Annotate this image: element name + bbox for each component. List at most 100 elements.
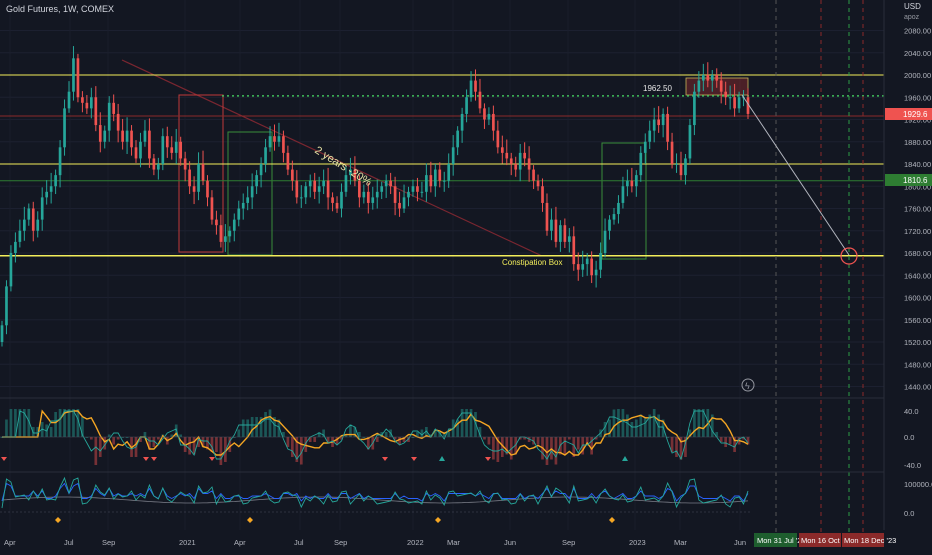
vol-green-line bbox=[1, 476, 749, 509]
osc-histogram-bar bbox=[210, 437, 214, 452]
candle-body bbox=[469, 80, 473, 98]
sell-signal-marker bbox=[1, 457, 7, 461]
price-tick-label: 1760.00 bbox=[904, 205, 931, 214]
price-tick-label: 1440.00 bbox=[904, 383, 931, 392]
osc-histogram-bar bbox=[157, 437, 160, 440]
osc-histogram-bar bbox=[90, 437, 93, 440]
osc-histogram-bar bbox=[232, 437, 236, 438]
candle-body bbox=[358, 180, 361, 198]
osc-histogram-bar bbox=[94, 437, 98, 465]
sell-signal-marker bbox=[485, 457, 491, 461]
candle-body bbox=[215, 219, 218, 226]
osc-histogram-bar bbox=[268, 409, 272, 437]
osc-histogram-bar bbox=[206, 437, 209, 450]
candle-body bbox=[603, 230, 607, 253]
candle-body bbox=[116, 113, 120, 131]
level-price-label: 1810.6 bbox=[903, 176, 928, 185]
candle-body bbox=[733, 97, 736, 109]
osc-histogram-bar bbox=[684, 437, 687, 457]
candle-body bbox=[492, 113, 495, 131]
candle-body bbox=[349, 169, 352, 176]
price-axis-sub: apoz bbox=[904, 14, 920, 21]
drawings-front bbox=[741, 94, 858, 265]
candle-body bbox=[322, 180, 325, 187]
osc-histogram-bar bbox=[63, 409, 66, 437]
candle-body bbox=[697, 80, 701, 92]
osc-histogram-bar bbox=[585, 437, 589, 445]
vol-diamond-marker bbox=[55, 517, 61, 523]
osc-histogram-bar bbox=[693, 409, 696, 437]
osc-histogram-bar bbox=[483, 437, 486, 440]
candle-body bbox=[353, 169, 357, 181]
osc-histogram-bar bbox=[652, 409, 656, 437]
candle-body bbox=[197, 164, 200, 192]
candle-body bbox=[483, 108, 486, 120]
osc-signal-line bbox=[2, 409, 749, 456]
candle-body bbox=[277, 136, 281, 142]
candle-body bbox=[617, 202, 620, 215]
osc-histogram-bar bbox=[487, 437, 491, 445]
candle-body bbox=[500, 147, 504, 153]
candle-body bbox=[545, 202, 549, 231]
candle-body bbox=[550, 219, 553, 231]
date-badge-2 bbox=[799, 533, 841, 547]
price-tick-label: 1880.00 bbox=[904, 138, 931, 147]
time-tick-label: 2021 bbox=[179, 538, 196, 547]
candle-body bbox=[648, 130, 652, 142]
candle-body bbox=[246, 197, 250, 203]
osc-histogram-bar bbox=[277, 419, 281, 437]
candle-body bbox=[701, 75, 705, 81]
candle-body bbox=[634, 175, 638, 187]
candle-body bbox=[460, 113, 464, 131]
osc-histogram-bar bbox=[697, 409, 701, 437]
osc-histogram-bar bbox=[518, 437, 522, 440]
candle-body bbox=[304, 186, 308, 198]
date-badge-2-label: Mon 16 Oct '23 bbox=[801, 536, 852, 545]
osc-histogram-bar bbox=[527, 437, 531, 442]
candle-body bbox=[527, 158, 531, 170]
candle-body bbox=[174, 141, 178, 153]
osc-histogram-bar bbox=[358, 432, 361, 437]
sell-signal-marker bbox=[411, 457, 417, 461]
time-tick-label: Jul bbox=[64, 538, 74, 547]
candle-body bbox=[670, 141, 674, 164]
candle-body bbox=[567, 236, 571, 242]
osc-histogram-bar bbox=[634, 419, 638, 437]
candle-body bbox=[585, 258, 589, 265]
target-circle bbox=[840, 247, 858, 265]
candle-body bbox=[666, 113, 669, 142]
candle-body bbox=[621, 186, 625, 203]
osc-histogram-bar bbox=[425, 427, 428, 437]
lightning-icon[interactable] bbox=[741, 378, 755, 392]
candle-body bbox=[206, 180, 209, 198]
candle-body bbox=[366, 191, 370, 203]
candle-body bbox=[389, 180, 392, 187]
osc-histogram-bar bbox=[22, 409, 26, 437]
candle-body bbox=[438, 169, 442, 181]
date-badge-3-label: Mon 18 Dec '23 bbox=[844, 536, 896, 545]
osc-histogram-bar bbox=[259, 417, 263, 437]
candle-body bbox=[661, 113, 665, 126]
osc-histogram-bar bbox=[174, 424, 178, 437]
candle-body bbox=[134, 147, 138, 159]
candle-body bbox=[420, 191, 424, 193]
candle-body bbox=[255, 175, 258, 187]
sell-signal-marker bbox=[143, 457, 149, 461]
osc-histogram-bar bbox=[411, 437, 415, 438]
red-box-left bbox=[178, 94, 224, 253]
candle-body bbox=[478, 91, 482, 109]
osc-histogram-bar bbox=[688, 429, 692, 437]
osc-histogram-bar bbox=[14, 409, 17, 437]
price-tick-label: 1640.00 bbox=[904, 271, 931, 280]
candle-body bbox=[411, 186, 415, 192]
time-tick-label: Apr bbox=[234, 538, 246, 547]
candle-body bbox=[201, 164, 205, 181]
price-tick-label: 1960.00 bbox=[904, 93, 931, 102]
candle-body bbox=[148, 130, 151, 159]
candle-body bbox=[130, 130, 133, 148]
candle-body bbox=[451, 147, 455, 164]
candle-body bbox=[532, 169, 535, 181]
vol-diamond-marker bbox=[247, 517, 253, 523]
candle-body bbox=[407, 191, 410, 198]
